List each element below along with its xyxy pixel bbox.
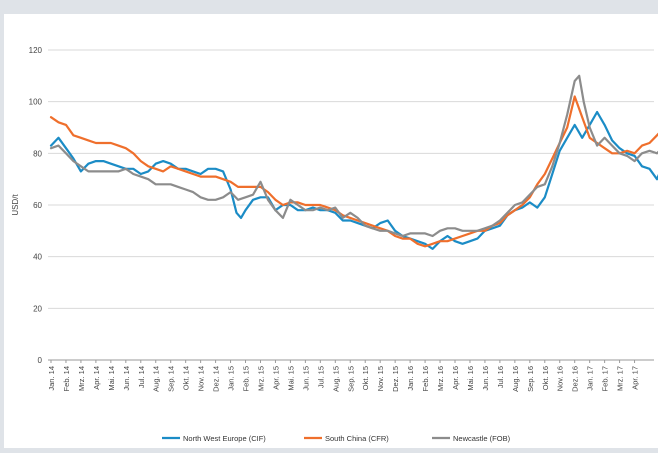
y-axis-label: USD/t [11, 194, 20, 216]
x-tick-label: Mai. 15 [286, 366, 295, 391]
x-tick-label: Mrz. 14 [77, 366, 86, 391]
x-tick-label: Apr. 17 [631, 366, 640, 390]
x-tick-label: Aug. 15 [331, 366, 340, 392]
x-tick-label: Dez. 14 [212, 366, 221, 392]
x-tick-label: Sep. 14 [167, 366, 176, 392]
x-tick-label: Okt. 15 [361, 366, 370, 390]
x-tick-label: Nov. 14 [197, 366, 206, 391]
x-tick-label: Dez. 16 [571, 366, 580, 392]
x-tick-label: Jul. 15 [316, 366, 325, 388]
series-line-1 [49, 110, 658, 250]
x-tick-label: Sep. 16 [526, 366, 535, 392]
x-tick-label: Okt. 14 [182, 366, 191, 390]
x-tick-label: Okt. 16 [541, 366, 550, 390]
x-tick-label: Feb. 16 [421, 366, 430, 391]
y-tick-label: 40 [33, 253, 42, 262]
x-tick-label: Mai. 14 [107, 366, 116, 391]
y-tick-label: 0 [38, 356, 43, 365]
x-tick-label: Aug. 14 [152, 366, 161, 392]
x-tick-label: Jan. 16 [406, 366, 415, 391]
y-tick-label: 60 [33, 201, 42, 210]
line-chart: 0 20 40 60 80 100 120 USD/t Jan. 14 Feb. 14 Mrz. 1… [11, 46, 658, 443]
x-tick-label: Jun. 14 [122, 366, 131, 391]
y-tick-label: 20 [33, 304, 42, 313]
x-tick-label: Jan. 17 [586, 366, 595, 391]
x-tick-label: Feb. 15 [242, 366, 251, 391]
x-tick-label: Jan. 14 [47, 366, 56, 391]
x-tick-label: Apr. 14 [92, 366, 101, 390]
y-tick-label: 100 [29, 98, 43, 107]
x-tick-label: Mrz. 15 [256, 366, 265, 391]
x-tick-label: Aug. 16 [511, 366, 520, 392]
y-tick-label: 80 [33, 149, 42, 158]
x-tick-label: Jun. 15 [301, 366, 310, 391]
x-tick-label: Jul. 16 [496, 366, 505, 388]
y-tick-label: 120 [29, 46, 43, 55]
x-tick-label: Jun. 16 [481, 366, 490, 391]
x-tick-label: Nov. 16 [556, 366, 565, 391]
x-tick-label: Apr. 16 [451, 366, 460, 390]
x-tick-label: Jan. 15 [227, 366, 236, 391]
x-tick-label: Sep. 15 [346, 366, 355, 392]
x-tick-label: Jul. 14 [137, 366, 146, 388]
x-tick-label: Feb. 17 [601, 366, 610, 391]
x-tick-label: Dez. 15 [391, 366, 400, 392]
legend-label: Newcastle (FOB) [453, 434, 511, 443]
x-tick-label: Nov. 15 [376, 366, 385, 391]
chart-panel: 0 20 40 60 80 100 120 USD/t Jan. 14 Feb. 14 Mrz. 1… [4, 14, 658, 448]
x-tick-label: Feb. 14 [62, 366, 71, 391]
x-tick-label: Mai. 16 [466, 366, 475, 391]
x-tick-label: Mrz. 17 [616, 366, 625, 391]
series-line-3 [49, 74, 658, 238]
legend-label: South China (CFR) [325, 434, 389, 443]
x-tick-label: Apr. 15 [271, 366, 280, 390]
legend-label: North West Europe (CIF) [183, 434, 266, 443]
x-tick-label: Mrz. 16 [436, 366, 445, 391]
